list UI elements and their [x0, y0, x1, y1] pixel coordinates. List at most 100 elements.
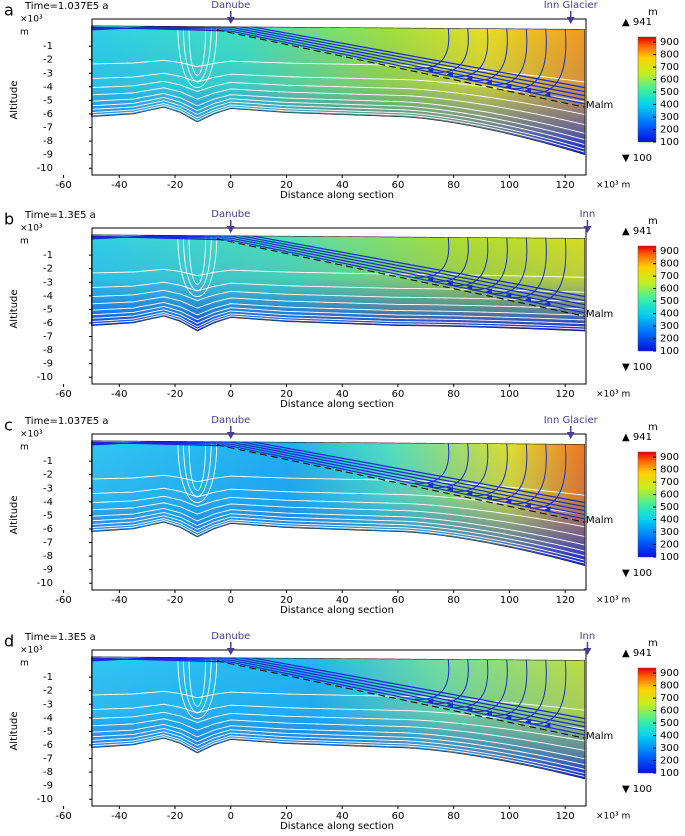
- contour: [182, 234, 212, 291]
- location-arrowhead: [566, 17, 575, 24]
- y-tick-label: -9: [43, 781, 53, 792]
- contour: [177, 234, 218, 297]
- contour: [91, 80, 585, 116]
- colorbar: [637, 451, 657, 558]
- x-tick-label: 100: [500, 811, 519, 822]
- colorbar-tick-label: 900: [660, 246, 679, 257]
- y-tick-label: -9: [43, 565, 53, 576]
- colorbar-unit: m: [648, 638, 658, 649]
- location-arrowhead: [583, 226, 592, 233]
- colorbar-min: ▼ 100: [622, 784, 652, 795]
- malm-label: Malm: [586, 731, 613, 742]
- contour: [91, 72, 585, 103]
- streamline: [512, 27, 547, 90]
- colorbar-tick-label: 800: [660, 681, 679, 692]
- contour: [177, 656, 218, 719]
- flow-arrow: [485, 79, 492, 86]
- y-tick-label: -2: [43, 55, 53, 66]
- contour: [177, 440, 218, 503]
- x-tick-label: 60: [392, 180, 405, 191]
- streamline: [473, 27, 508, 81]
- colorbar-tick-label: 700: [660, 271, 679, 282]
- streamline: [414, 442, 450, 484]
- x-tick-label: 20: [280, 389, 293, 400]
- contour: [188, 440, 207, 491]
- colorbar-tick-label: 200: [660, 540, 679, 551]
- colorbar: [637, 36, 657, 143]
- y-tick-label: -8: [43, 551, 53, 562]
- y-tick-label: -2: [43, 686, 53, 697]
- y-unit-scale: ×10³: [20, 15, 43, 25]
- flow-arrow: [524, 502, 531, 509]
- x-axis-label: Distance along section: [280, 605, 394, 616]
- x-axis-label: Distance along section: [280, 821, 394, 832]
- colorbar-tick-label: 600: [660, 706, 679, 717]
- panel-title: Time=1.037E5 a: [24, 416, 108, 427]
- x-tick-label: 0: [228, 180, 234, 191]
- colorbar-tick-label: 300: [660, 527, 679, 538]
- contour: [91, 309, 585, 325]
- malm-line: [216, 29, 585, 108]
- y-tick-label: -6: [43, 109, 53, 120]
- y-tick-label: -3: [43, 68, 53, 79]
- panel-letter: a: [4, 1, 14, 20]
- flow-arrow: [427, 276, 434, 283]
- y-tick-label: -10: [37, 578, 53, 589]
- y-tick-label: -7: [43, 123, 53, 134]
- y-tick-label: -10: [37, 163, 53, 174]
- x-tick-label: -20: [167, 389, 183, 400]
- flow-arrow: [466, 706, 473, 713]
- flow-arrow: [446, 71, 453, 78]
- flow-arrow: [505, 498, 512, 505]
- flow-arrow: [446, 486, 453, 493]
- y-tick-label: -8: [43, 136, 53, 147]
- x-tick-label: 80: [447, 180, 460, 191]
- x-tick-label: 0: [228, 389, 234, 400]
- flow-arrow: [427, 698, 434, 705]
- colorbar-tick-label: 100: [660, 137, 679, 148]
- y-unit: m: [20, 443, 29, 453]
- streamline: [434, 236, 469, 282]
- streamline: [512, 236, 547, 299]
- colorbar-tick-label: 300: [660, 321, 679, 332]
- x-tick-label: 0: [228, 595, 234, 606]
- contour: [182, 656, 212, 713]
- colorbar-tick-label: 700: [660, 693, 679, 704]
- x-tick-label: 120: [556, 180, 575, 191]
- x-axis-label: Distance along section: [280, 399, 394, 410]
- contour: [91, 518, 585, 561]
- colorbar-tick-label: 200: [660, 125, 679, 136]
- streamline: [531, 27, 567, 94]
- contour: [91, 512, 585, 552]
- contour: [91, 487, 585, 516]
- plot-frame: [91, 227, 587, 385]
- panel-title: Time=1.3E5 a: [24, 210, 96, 221]
- contour: [188, 234, 207, 285]
- y-tick-label: -3: [43, 277, 53, 288]
- y-tick-label: -7: [43, 754, 53, 765]
- streamline: [453, 236, 489, 286]
- x-tick-label: 60: [392, 389, 405, 400]
- colorbar-max: ▲ 941: [622, 226, 652, 237]
- y-tick-label: -4: [43, 713, 53, 724]
- y-tick-label: -8: [43, 767, 53, 778]
- streamline: [492, 658, 528, 717]
- contour: [91, 520, 585, 564]
- streamline: [473, 442, 508, 496]
- x-tick-label: 120: [556, 811, 575, 822]
- x-tick-label: 100: [500, 180, 519, 191]
- location-label: Inn Glacier: [544, 0, 599, 11]
- contour: [91, 296, 585, 310]
- x-tick-label: 60: [392, 595, 405, 606]
- contour: [91, 314, 585, 330]
- flow-arrow: [524, 296, 531, 303]
- contour: [91, 87, 585, 126]
- streamline: [91, 656, 585, 720]
- colorbar-max: ▲ 941: [622, 432, 652, 443]
- location-arrowhead: [583, 648, 592, 655]
- flow-arrow: [446, 702, 453, 709]
- y-axis-label: Altitude: [9, 711, 20, 750]
- y-tick-label: -5: [43, 726, 53, 737]
- y-tick-label: -9: [43, 150, 53, 161]
- colorbar-tick-label: 200: [660, 334, 679, 345]
